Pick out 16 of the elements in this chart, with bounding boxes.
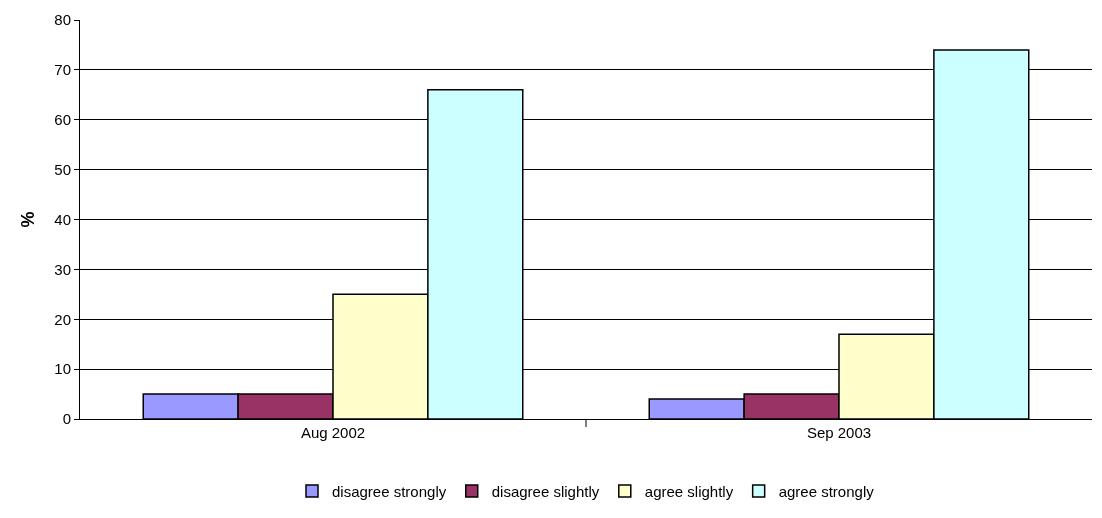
y-tick-label: 20 bbox=[54, 310, 71, 328]
legend-label: agree slightly bbox=[644, 482, 734, 500]
y-tick-label: 70 bbox=[54, 61, 71, 79]
y-tick-label: 80 bbox=[54, 11, 71, 29]
y-tick-label: 40 bbox=[54, 210, 71, 228]
y-tick-label: 50 bbox=[54, 160, 71, 178]
legend-label: agree strongly bbox=[778, 482, 875, 500]
y-axis-title: % bbox=[17, 211, 38, 228]
x-tick-label: Sep 2003 bbox=[806, 424, 872, 441]
x-tick-label: Aug 2002 bbox=[300, 424, 366, 441]
y-tick-label: 10 bbox=[54, 360, 71, 378]
legend-label: disagree slightly bbox=[491, 482, 600, 500]
y-tick-label: 0 bbox=[62, 410, 71, 428]
y-tick-label: 30 bbox=[54, 260, 71, 278]
y-tick-label: 60 bbox=[54, 111, 71, 128]
legend-label: disagree strongly bbox=[332, 482, 447, 500]
